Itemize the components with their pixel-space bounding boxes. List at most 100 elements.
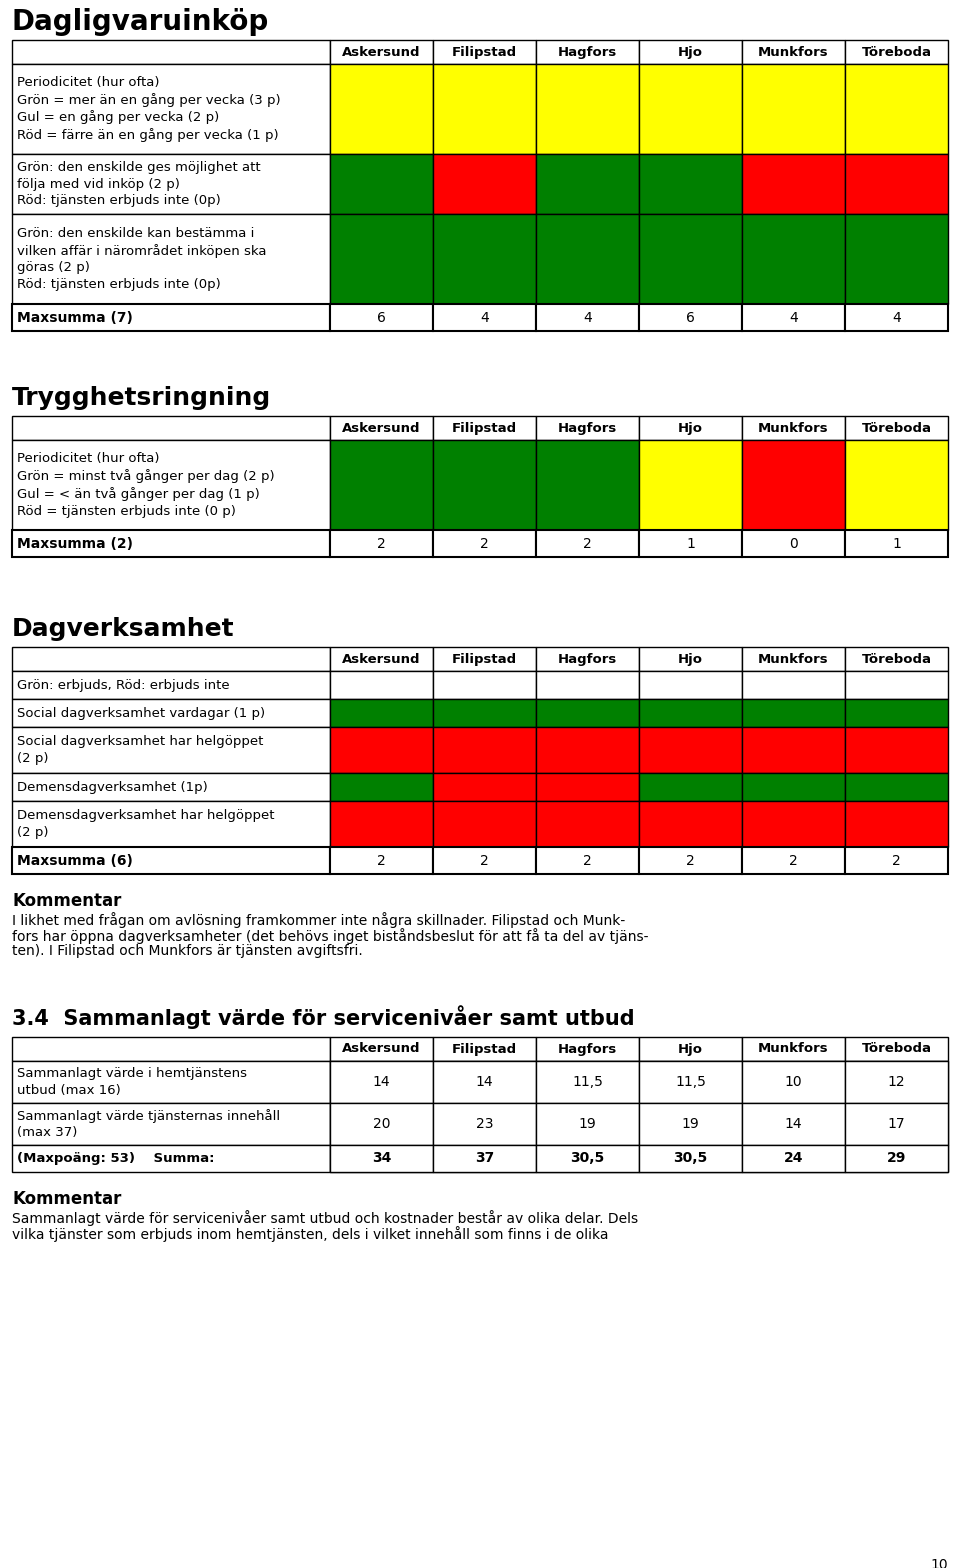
Bar [536, 1062, 639, 1102]
Text: Maxsumma (7): Maxsumma (7) [17, 310, 132, 325]
Bar [536, 1102, 639, 1145]
Bar [845, 1036, 948, 1062]
Bar [639, 530, 742, 557]
Bar [12, 1036, 330, 1062]
Bar [742, 64, 845, 154]
Bar [639, 1102, 742, 1145]
Bar [433, 1145, 536, 1171]
Text: 6: 6 [686, 310, 695, 325]
Text: I likhet med frågan om avlösning framkommer inte några skillnader. Filipstad och: I likhet med frågan om avlösning framkom… [12, 913, 625, 928]
Bar [536, 699, 639, 728]
Text: Social dagverksamhet vardagar (1 p): Social dagverksamhet vardagar (1 p) [17, 707, 265, 720]
Bar [639, 304, 742, 331]
Bar [330, 64, 433, 154]
Bar [330, 530, 433, 557]
Bar [12, 648, 330, 671]
Bar [639, 416, 742, 441]
Bar [433, 1062, 536, 1102]
Text: 11,5: 11,5 [675, 1076, 706, 1090]
Bar [536, 416, 639, 441]
Text: 4: 4 [480, 310, 489, 325]
Bar [433, 699, 536, 728]
Bar [330, 847, 433, 873]
Bar [433, 671, 536, 699]
Bar [639, 773, 742, 801]
Bar [12, 801, 330, 847]
Text: Sammanlagt värde för servicenivåer samt utbud och kostnader består av olika dela: Sammanlagt värde för servicenivåer samt … [12, 1210, 638, 1226]
Bar [330, 213, 433, 304]
Bar [845, 1102, 948, 1145]
Text: 4: 4 [583, 310, 592, 325]
Text: Hjo: Hjo [678, 45, 703, 58]
Text: Grön: den enskilde ges möjlighet att
följa med vid inköp (2 p)
Röd: tjänsten erb: Grön: den enskilde ges möjlighet att föl… [17, 162, 260, 207]
Text: 30,5: 30,5 [673, 1151, 708, 1165]
Text: 30,5: 30,5 [570, 1151, 605, 1165]
Text: 2: 2 [377, 536, 386, 550]
Bar [845, 1102, 948, 1145]
Bar [639, 213, 742, 304]
Bar [639, 1102, 742, 1145]
Text: Hjo: Hjo [678, 652, 703, 665]
Bar [12, 304, 330, 331]
Bar [536, 1145, 639, 1171]
Bar [536, 728, 639, 773]
Bar [433, 416, 536, 441]
Bar [536, 1145, 639, 1171]
Text: 14: 14 [784, 1116, 803, 1131]
Bar [12, 671, 330, 699]
Text: 10: 10 [930, 1559, 948, 1568]
Bar [433, 1062, 536, 1102]
Text: Grön: den enskilde kan bestämma i
vilken affär i närområdet inköpen ska
göras (2: Grön: den enskilde kan bestämma i vilken… [17, 227, 267, 292]
Bar [330, 773, 433, 801]
Text: Demensdagverksamhet (1p): Demensdagverksamhet (1p) [17, 781, 207, 793]
Bar [845, 1145, 948, 1171]
Bar [330, 304, 433, 331]
Bar [639, 699, 742, 728]
Text: Hagfors: Hagfors [558, 45, 617, 58]
Text: 17: 17 [888, 1116, 905, 1131]
Text: Trygghetsringning: Trygghetsringning [12, 386, 272, 409]
Bar [433, 213, 536, 304]
Text: Dagverksamhet: Dagverksamhet [12, 616, 234, 641]
Bar [433, 64, 536, 154]
Bar [12, 728, 330, 773]
Bar [536, 648, 639, 671]
Text: 2: 2 [686, 853, 695, 867]
Bar [742, 530, 845, 557]
Bar [742, 773, 845, 801]
Bar [536, 213, 639, 304]
Bar [639, 671, 742, 699]
Bar [536, 801, 639, 847]
Text: Askersund: Askersund [343, 422, 420, 434]
Bar [845, 530, 948, 557]
Bar [433, 773, 536, 801]
Bar [433, 530, 536, 557]
Bar [12, 41, 330, 64]
Bar [433, 1036, 536, 1062]
Bar [639, 1062, 742, 1102]
Bar [433, 1102, 536, 1145]
Bar [536, 1036, 639, 1062]
Text: Hagfors: Hagfors [558, 1043, 617, 1055]
Bar [742, 671, 845, 699]
Bar [845, 801, 948, 847]
Bar [845, 416, 948, 441]
Text: 6: 6 [377, 310, 386, 325]
Bar [12, 154, 330, 213]
Bar [12, 847, 330, 873]
Bar [742, 699, 845, 728]
Bar [12, 530, 330, 557]
Text: 1: 1 [686, 536, 695, 550]
Bar [536, 1102, 639, 1145]
Text: Askersund: Askersund [343, 1043, 420, 1055]
Bar [845, 1062, 948, 1102]
Bar [845, 1145, 948, 1171]
Text: Filipstad: Filipstad [452, 45, 517, 58]
Bar [330, 154, 433, 213]
Text: 3.4  Sammanlagt värde för servicenivåer samt utbud: 3.4 Sammanlagt värde för servicenivåer s… [12, 1005, 635, 1029]
Bar [845, 441, 948, 530]
Bar [639, 441, 742, 530]
Text: 2: 2 [583, 853, 592, 867]
Bar [742, 41, 845, 64]
Text: Töreboda: Töreboda [861, 1043, 931, 1055]
